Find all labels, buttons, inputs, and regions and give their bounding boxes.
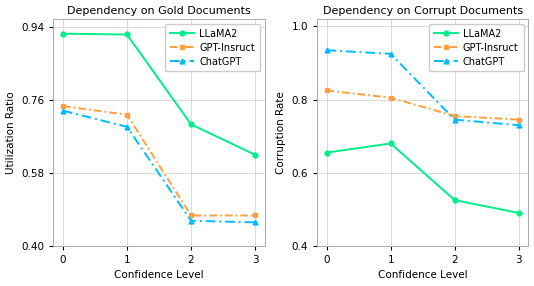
Line: GPT-Insruct: GPT-Insruct (60, 104, 257, 218)
LLaMA2 (252, 153, 258, 156)
ChatGPT (124, 125, 130, 128)
X-axis label: Confidence Level: Confidence Level (378, 271, 467, 281)
ChatGPT (452, 118, 458, 121)
ChatGPT (388, 52, 394, 55)
GPT-Insruct (124, 113, 130, 116)
GPT-Insruct (452, 114, 458, 118)
X-axis label: Confidence Level: Confidence Level (114, 271, 204, 281)
ChatGPT (60, 109, 66, 112)
GPT-Insruct (252, 214, 258, 217)
Line: GPT-Insruct: GPT-Insruct (324, 88, 521, 122)
LLaMA2 (388, 142, 394, 145)
Y-axis label: Utilization Ratio: Utilization Ratio (5, 91, 15, 174)
ChatGPT (516, 124, 522, 127)
Title: Dependency on Corrupt Documents: Dependency on Corrupt Documents (323, 5, 523, 15)
LLaMA2 (60, 32, 66, 35)
GPT-Insruct (188, 214, 194, 217)
GPT-Insruct (324, 89, 330, 92)
LLaMA2 (324, 151, 330, 154)
Title: Dependency on Gold Documents: Dependency on Gold Documents (67, 5, 251, 15)
LLaMA2 (124, 33, 130, 36)
Line: ChatGPT: ChatGPT (324, 48, 521, 128)
ChatGPT (252, 221, 258, 224)
Line: LLaMA2: LLaMA2 (60, 31, 257, 157)
Line: ChatGPT: ChatGPT (60, 108, 257, 225)
Line: LLaMA2: LLaMA2 (324, 141, 521, 215)
LLaMA2 (188, 123, 194, 126)
LLaMA2 (516, 211, 522, 215)
Legend: LLaMA2, GPT-Insruct, ChatGPT: LLaMA2, GPT-Insruct, ChatGPT (165, 24, 260, 72)
ChatGPT (188, 219, 194, 223)
GPT-Insruct (60, 104, 66, 108)
Y-axis label: Corruption Rate: Corruption Rate (276, 91, 286, 174)
LLaMA2 (452, 198, 458, 202)
GPT-Insruct (516, 118, 522, 121)
ChatGPT (324, 49, 330, 52)
Legend: LLaMA2, GPT-Insruct, ChatGPT: LLaMA2, GPT-Insruct, ChatGPT (429, 24, 523, 72)
GPT-Insruct (388, 96, 394, 100)
